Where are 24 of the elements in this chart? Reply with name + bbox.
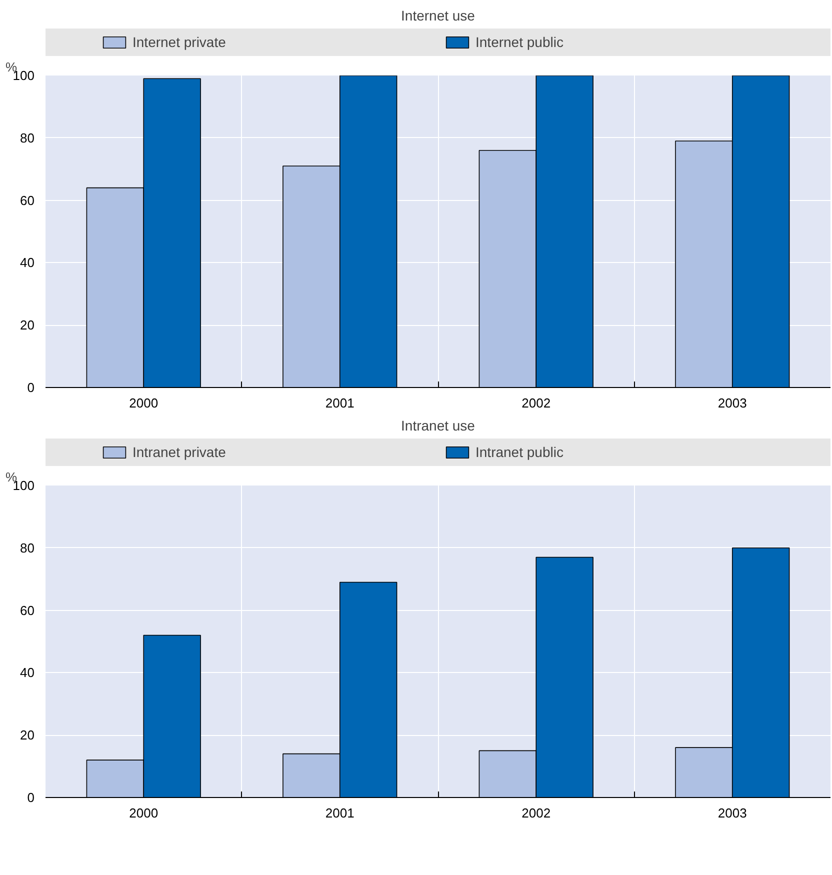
- x-tick-label: 2002: [522, 396, 551, 410]
- x-tick-label: 2001: [325, 396, 354, 410]
- legend-label: Internet public: [476, 34, 564, 50]
- chart-title: Intranet use: [401, 418, 476, 434]
- x-tick-label: 2001: [325, 806, 354, 820]
- y-tick-label: 60: [20, 192, 35, 208]
- y-tick-label: 80: [20, 130, 35, 146]
- legend-label: Intranet public: [476, 444, 564, 460]
- x-tick-label: 2002: [522, 806, 551, 820]
- y-tick-label: 40: [20, 255, 35, 270]
- y-tick-label: 0: [27, 380, 35, 395]
- legend-label: Intranet private: [132, 444, 227, 460]
- y-tick-label: 20: [20, 728, 35, 743]
- y-tick-label: 40: [20, 665, 35, 680]
- x-tick-label: 2000: [129, 806, 158, 820]
- y-tick-label: 80: [20, 540, 35, 556]
- y-tick-label: 60: [20, 602, 35, 618]
- legend-label: Internet private: [132, 34, 227, 50]
- y-tick-label: 0: [27, 790, 35, 805]
- x-tick-label: 2000: [129, 396, 158, 410]
- x-tick-label: 2003: [718, 806, 747, 820]
- y-tick-label: 20: [20, 318, 35, 333]
- chart-title: Internet use: [401, 8, 476, 24]
- x-tick-label: 2003: [718, 396, 747, 410]
